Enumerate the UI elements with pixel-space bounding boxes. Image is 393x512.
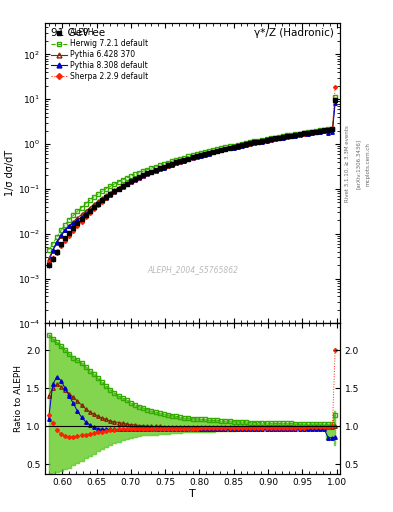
Y-axis label: Ratio to ALEPH: Ratio to ALEPH	[14, 365, 23, 432]
Text: ALEPH_2004_S5765862: ALEPH_2004_S5765862	[147, 265, 238, 274]
Text: γ*/Z (Hadronic): γ*/Z (Hadronic)	[254, 28, 334, 37]
X-axis label: T: T	[189, 489, 196, 499]
Text: [arXiv:1306.3436]: [arXiv:1306.3436]	[356, 139, 361, 189]
Text: Rivet 3.1.10, ≥ 3.3M events: Rivet 3.1.10, ≥ 3.3M events	[345, 125, 350, 202]
Y-axis label: 1/σ dσ/dT: 1/σ dσ/dT	[5, 150, 15, 196]
Text: mcplots.cern.ch: mcplots.cern.ch	[365, 142, 371, 186]
Legend: ALEPH, Herwig 7.2.1 default, Pythia 6.428 370, Pythia 8.308 default, Sherpa 2.2.: ALEPH, Herwig 7.2.1 default, Pythia 6.42…	[49, 27, 150, 82]
Text: 91 GeV ee: 91 GeV ee	[51, 28, 105, 37]
